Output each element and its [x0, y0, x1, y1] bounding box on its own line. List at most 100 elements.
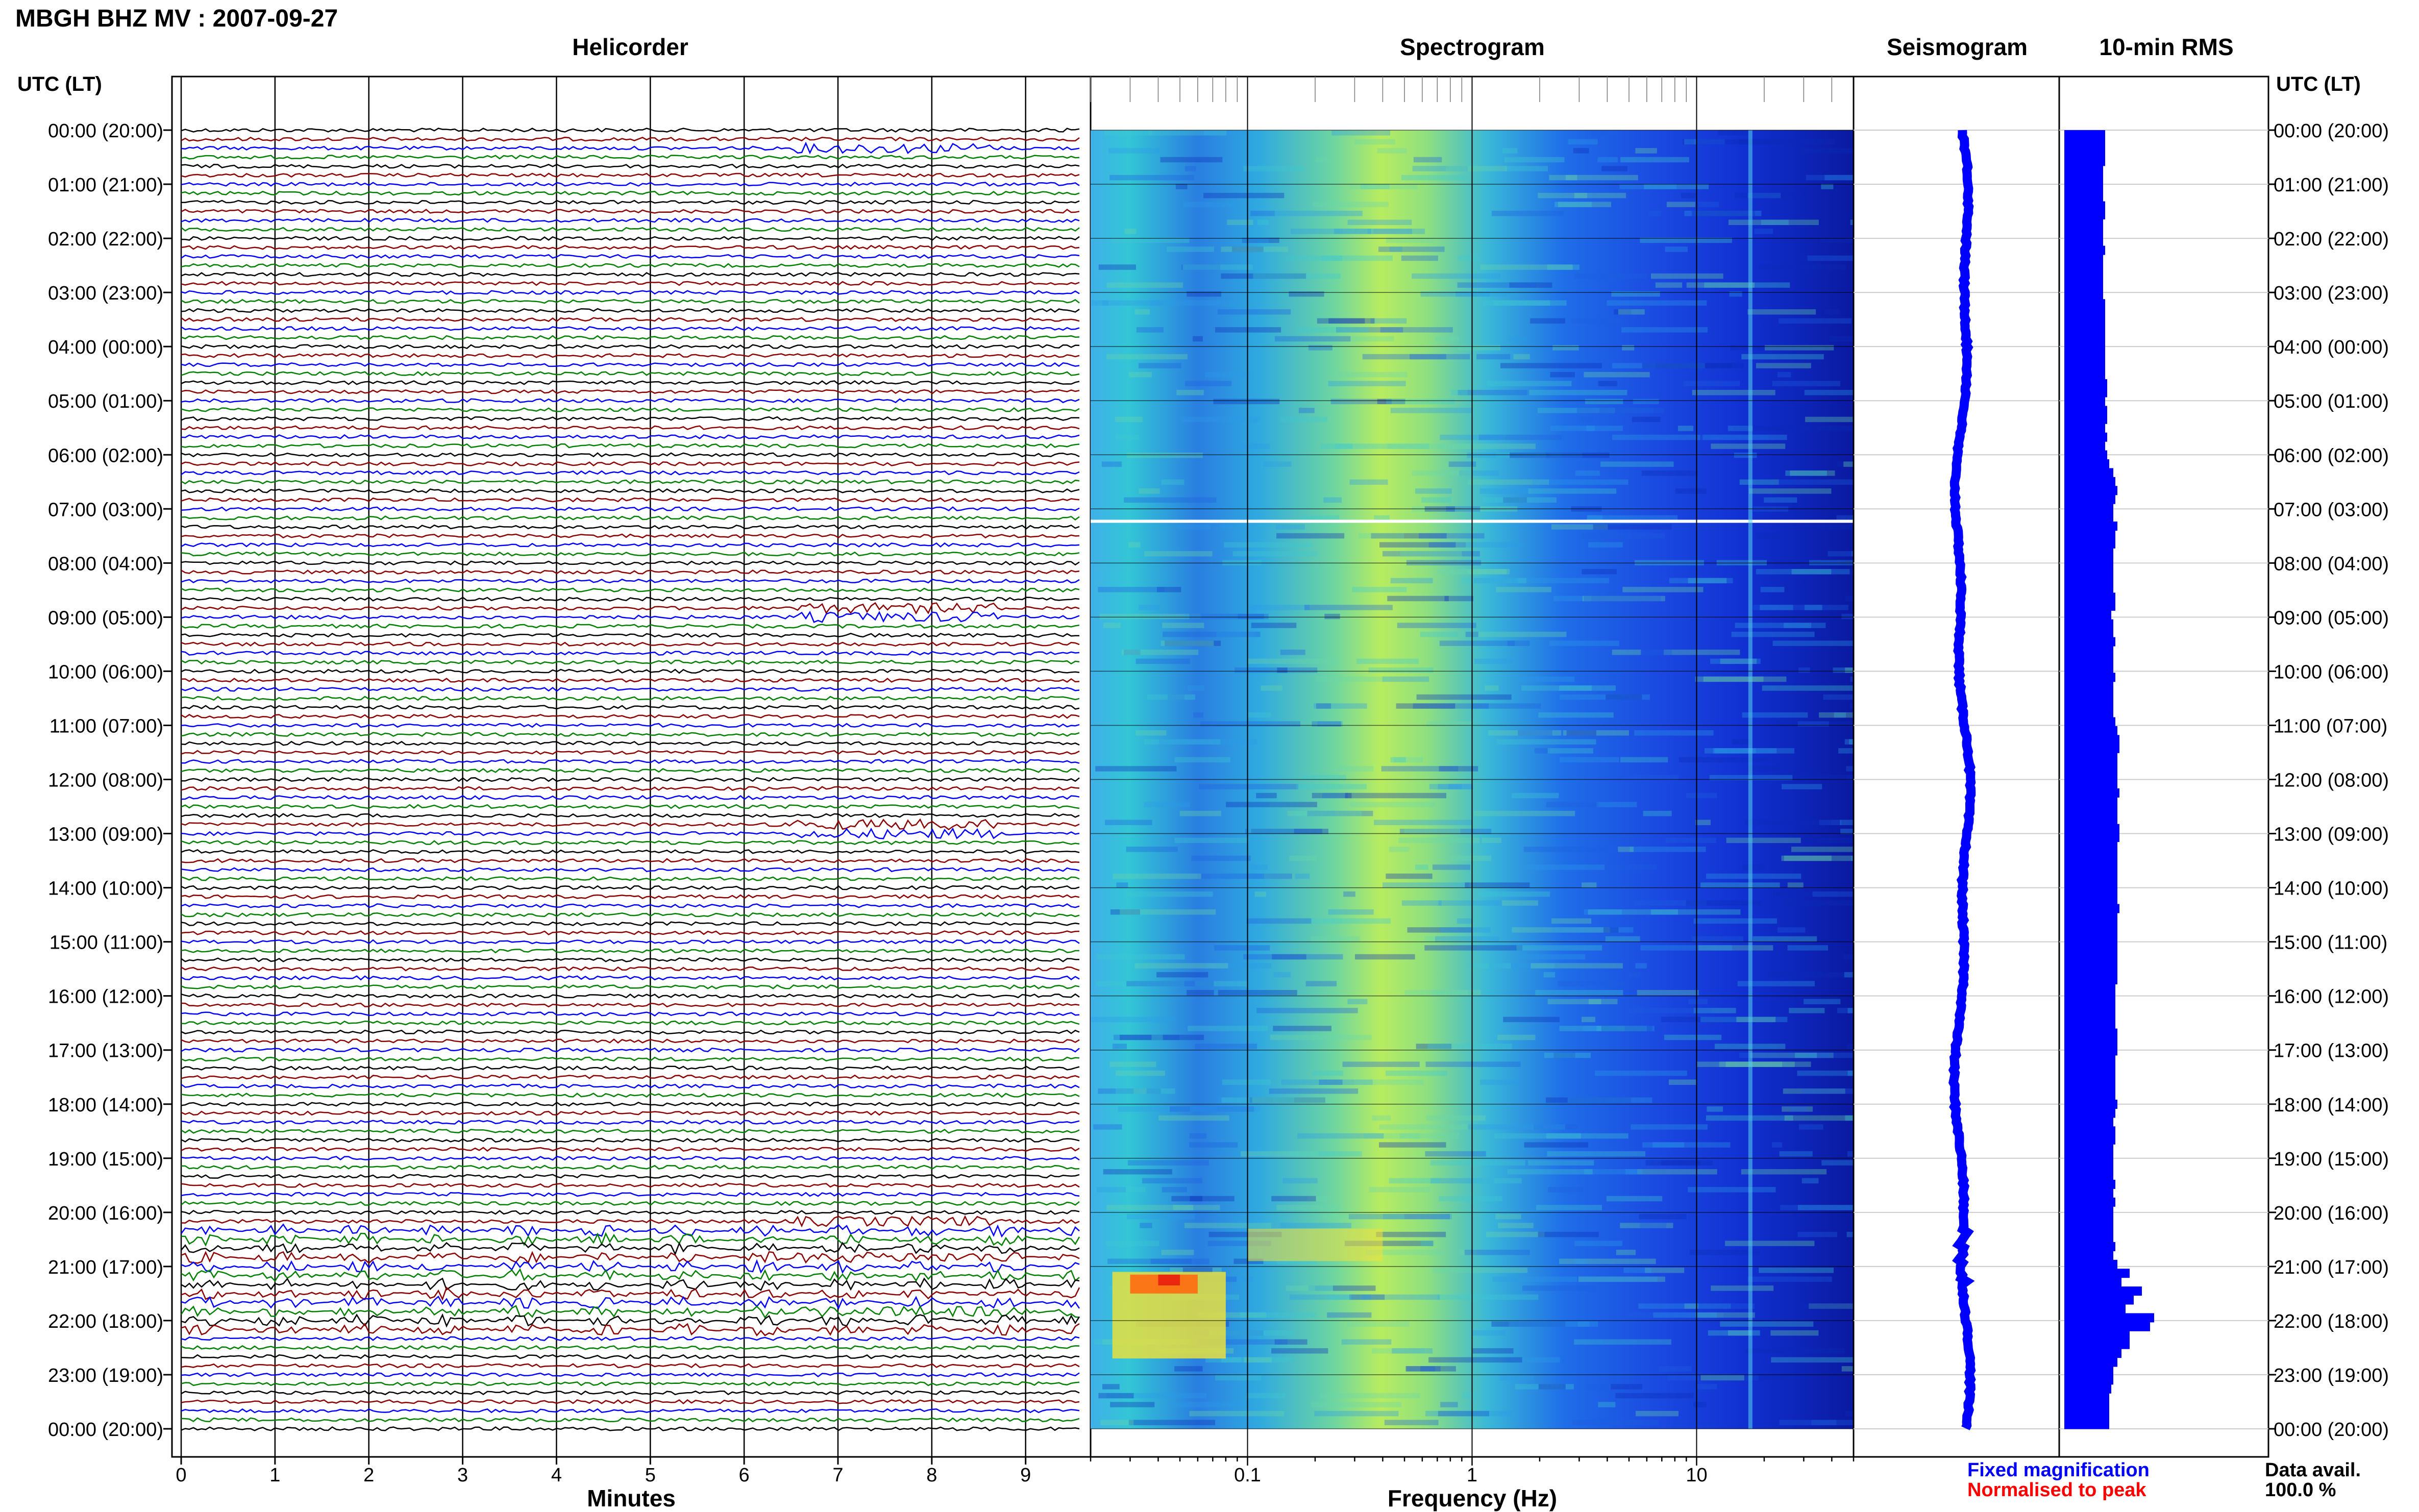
- rms-bar: [2064, 771, 2117, 780]
- helicorder-trace: [181, 912, 1080, 918]
- helicorder-trace: [181, 767, 1080, 773]
- rms-bar: [2064, 1171, 2113, 1180]
- time-label-right: 11:00 (07:00): [2274, 715, 2387, 737]
- rms-bar: [2064, 1384, 2111, 1394]
- spectrogram-row-band: [1374, 515, 1390, 521]
- spectrogram-row-band: [1161, 640, 1214, 646]
- spectrogram-row-band: [1807, 1052, 1854, 1058]
- helicorder-trace: [181, 551, 1080, 557]
- time-label-left: 00:00 (20:00): [48, 120, 163, 142]
- spectrogram-row-band: [1847, 1070, 1854, 1076]
- spectrogram-row-band: [1843, 461, 1854, 467]
- spectrogram-row-band: [1399, 829, 1492, 834]
- spectrogram-row-band: [1439, 1196, 1502, 1202]
- spectrogram-row-band: [1397, 623, 1476, 628]
- helicorder-trace: [181, 1201, 1080, 1206]
- spectrogram-row-band: [1322, 1213, 1404, 1220]
- spectrogram-row-band: [1162, 1187, 1187, 1193]
- spectrogram-row-band: [1770, 1330, 1819, 1336]
- spectrogram-row-band: [1247, 829, 1294, 834]
- time-label-right: 10:00 (06:00): [2274, 661, 2389, 683]
- rms-bar: [2064, 1037, 2117, 1047]
- spectrogram-row-band: [1845, 667, 1854, 673]
- spectrogram-row-band: [1116, 1070, 1165, 1076]
- spectrogram-row-band: [1203, 130, 1246, 136]
- spectrogram-row-band: [1805, 416, 1854, 423]
- spectrogram-row-band: [1183, 264, 1253, 270]
- rms-bar: [2064, 566, 2113, 576]
- spectrogram-row-band: [1209, 1330, 1294, 1336]
- spectrogram-row-band: [1320, 1393, 1420, 1399]
- helicorder-panel: 0 1 2 3 4 5 6 7 8 9: [171, 76, 1092, 1486]
- spectrogram-row-band: [1599, 408, 1645, 413]
- spectrogram-row-band: [1302, 775, 1346, 781]
- spectrogram-row-band: [1628, 1008, 1712, 1013]
- spectrogram-row-band: [1215, 1375, 1262, 1381]
- rms-bar: [2064, 237, 2103, 246]
- helicorder-trace: [181, 1417, 1080, 1423]
- helicorder-trace: [181, 190, 1080, 196]
- rms-bar: [2064, 1402, 2109, 1411]
- helicorder-trace: [181, 1313, 1080, 1328]
- spectrogram-row-band: [1553, 1052, 1575, 1058]
- spectrogram-row-band: [1652, 1142, 1685, 1148]
- rms-bar: [2064, 504, 2113, 513]
- spectrogram-row-band: [1147, 694, 1195, 700]
- spectrogram-row-band: [1232, 551, 1318, 557]
- spectrogram-row-band: [1509, 282, 1552, 288]
- helicorder-trace: [181, 876, 1080, 881]
- spectrogram-row-band: [1157, 587, 1181, 592]
- spectrogram-row-band: [1188, 1026, 1268, 1031]
- helicorder-x-axis-label: Minutes: [587, 1485, 676, 1511]
- spectrogram-row-band: [1324, 613, 1340, 619]
- spectrogram-row-band: [1349, 479, 1388, 485]
- spectrogram-row-band: [1802, 1303, 1854, 1309]
- spectrogram-row-band: [1208, 1231, 1282, 1237]
- helicorder-trace: [181, 443, 1080, 449]
- spectrogram-row-band: [1181, 264, 1221, 270]
- spectrogram-row-band: [1503, 497, 1527, 503]
- spectrogram-row-band: [1112, 1044, 1127, 1049]
- spectrogram-row-band: [1413, 703, 1489, 709]
- time-label-right: 02:00 (22:00): [2274, 229, 2389, 250]
- helicorder-x-tick-label: 9: [1020, 1465, 1031, 1486]
- spectrogram-row-band: [1177, 524, 1211, 530]
- time-label-right: 18:00 (14:00): [2274, 1095, 2389, 1116]
- spectrogram-row-band: [1361, 1294, 1440, 1300]
- spectrogram-row-band: [1669, 1079, 1697, 1085]
- spectrogram-row-band: [1756, 363, 1811, 368]
- spectrogram-row-band: [1559, 757, 1619, 763]
- spectrogram-row-band: [1105, 1241, 1159, 1246]
- spectrogram-row-band: [1311, 936, 1360, 942]
- time-label-left: 04:00 (00:00): [48, 337, 163, 358]
- spectrogram-row-band: [1404, 990, 1481, 996]
- spectrogram-row-band: [1438, 1294, 1539, 1300]
- time-label-left: 02:00 (22:00): [48, 229, 163, 250]
- spectrogram-row-band: [1582, 533, 1665, 539]
- helicorder-trace: [181, 777, 1080, 782]
- spectrogram-row-band: [1307, 1196, 1331, 1202]
- spectrogram-row-band: [1600, 461, 1674, 467]
- helicorder-trace: [181, 1390, 1080, 1396]
- rms-bar: [2064, 575, 2113, 584]
- spectrogram-row-band: [1342, 1061, 1420, 1067]
- spectrogram-row-band: [1338, 766, 1374, 772]
- rms-bar: [2064, 201, 2105, 211]
- rms-bar: [2064, 646, 2113, 655]
- time-label-right: 17:00 (13:00): [2274, 1040, 2389, 1062]
- rms-bar: [2064, 1304, 2126, 1313]
- spectrogram-row-band: [1497, 739, 1596, 745]
- rms-bar: [2064, 1010, 2115, 1020]
- time-label-left: 14:00 (10:00): [48, 878, 163, 900]
- spectrogram-row-band: [1661, 1160, 1713, 1166]
- time-label-left: 09:00 (05:00): [48, 607, 163, 629]
- spectrogram-row-band: [1531, 963, 1623, 969]
- rms-bar: [2064, 824, 2119, 833]
- spectrogram-row-band: [1298, 408, 1315, 413]
- spectrogram-row-band: [1824, 309, 1840, 315]
- spectrogram-row-band: [1479, 488, 1533, 494]
- helicorder-trace: [181, 1038, 1080, 1044]
- spectrogram-row-band: [1256, 1008, 1358, 1013]
- helicorder-trace: [181, 1164, 1080, 1170]
- spectrogram-row-band: [1371, 533, 1447, 539]
